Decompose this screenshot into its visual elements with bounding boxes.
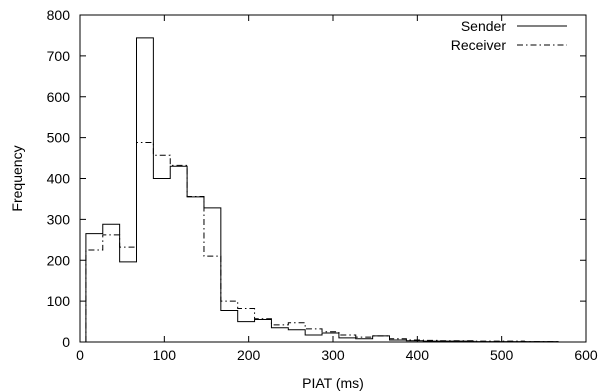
series-layer bbox=[85, 37, 559, 343]
histogram-bin bbox=[170, 166, 187, 342]
histogram-bin bbox=[339, 338, 356, 342]
histogram-bin bbox=[322, 333, 339, 342]
series-sender bbox=[85, 37, 559, 343]
histogram-bin bbox=[238, 322, 255, 342]
y-tick-label: 200 bbox=[47, 252, 71, 268]
histogram-bin bbox=[187, 197, 204, 342]
y-tick-label: 400 bbox=[47, 171, 71, 187]
x-tick-label: 500 bbox=[490, 347, 514, 363]
histogram-bin bbox=[204, 256, 221, 342]
histogram-bin bbox=[255, 319, 272, 342]
histogram-bin bbox=[103, 235, 120, 342]
y-tick-label: 700 bbox=[47, 48, 71, 64]
histogram-bin bbox=[373, 336, 390, 342]
legend-label: Receiver bbox=[451, 37, 507, 53]
histogram-bin bbox=[204, 208, 221, 342]
x-tick-label: 400 bbox=[406, 347, 430, 363]
histogram-bin bbox=[373, 336, 390, 342]
x-tick-label: 300 bbox=[321, 347, 345, 363]
y-axis-label: Frequency bbox=[9, 145, 25, 211]
histogram-bin bbox=[187, 196, 204, 342]
histogram-bin bbox=[288, 330, 305, 342]
histogram-bin bbox=[255, 320, 272, 342]
histogram-bin bbox=[288, 323, 305, 342]
histogram-bin bbox=[339, 335, 356, 342]
x-tick-label: 0 bbox=[76, 347, 84, 363]
histogram-bin bbox=[153, 155, 170, 342]
ticks-layer: 0 100 200 300 400 500 600 0 100 200 300 400 500 600 70… bbox=[47, 7, 598, 363]
x-tick-label: 100 bbox=[153, 347, 177, 363]
histogram-bin bbox=[356, 337, 373, 342]
legend: Sender Receiver bbox=[451, 18, 567, 53]
histogram-bin bbox=[137, 143, 154, 342]
y-tick-label: 100 bbox=[47, 293, 71, 309]
histogram-bin bbox=[271, 328, 288, 342]
histogram-bin bbox=[238, 308, 255, 342]
histogram-bin bbox=[153, 179, 170, 343]
histogram-bin bbox=[221, 311, 238, 342]
y-tick-label: 600 bbox=[47, 89, 71, 105]
x-tick-label: 200 bbox=[237, 347, 261, 363]
histogram-bin bbox=[221, 301, 238, 342]
histogram-bin bbox=[170, 165, 187, 342]
histogram-bin bbox=[137, 38, 154, 342]
series-receiver bbox=[85, 142, 559, 343]
y-tick-label: 800 bbox=[47, 7, 71, 23]
y-tick-label: 0 bbox=[62, 334, 70, 350]
histogram-step-line bbox=[85, 37, 559, 343]
histogram-bin bbox=[103, 224, 120, 342]
y-tick-label: 500 bbox=[47, 130, 71, 146]
histogram-step-line bbox=[85, 142, 559, 343]
x-axis-label: PIAT (ms) bbox=[302, 375, 364, 391]
histogram-bin bbox=[120, 262, 137, 342]
y-tick-label: 300 bbox=[47, 211, 71, 227]
x-tick-label: 600 bbox=[574, 347, 598, 363]
histogram-bin bbox=[86, 250, 103, 342]
legend-label: Sender bbox=[461, 18, 506, 34]
histogram-bin bbox=[305, 335, 322, 342]
